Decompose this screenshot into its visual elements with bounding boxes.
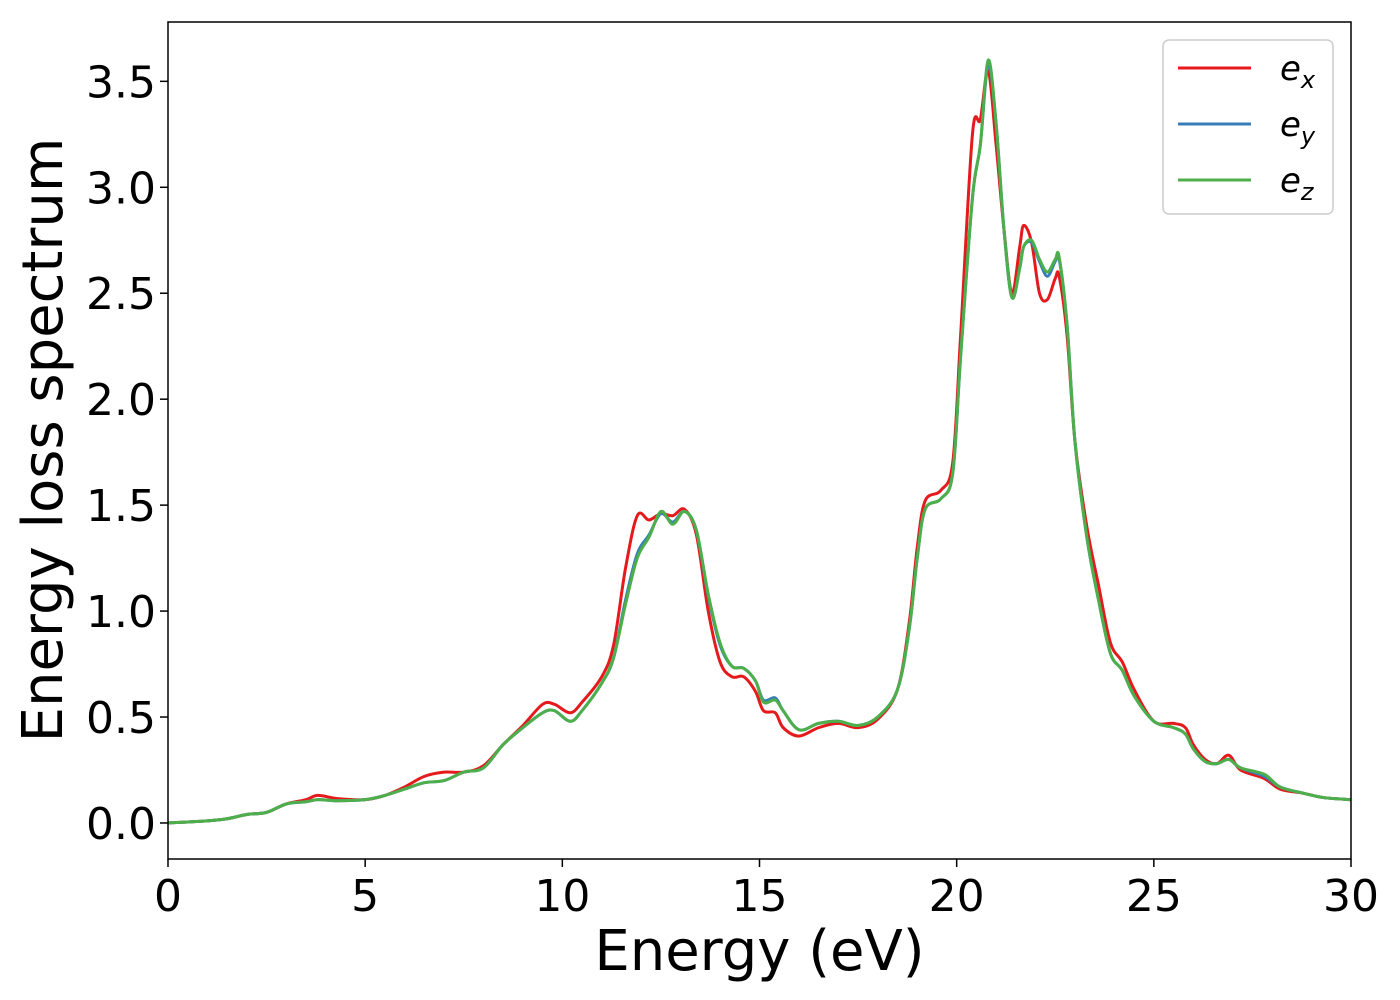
x-tick-label: 30 <box>1323 871 1379 922</box>
x-tick-label: 10 <box>534 871 590 922</box>
y-tick-label: 1.5 <box>86 481 156 532</box>
x-tick-label: 20 <box>929 871 985 922</box>
y-tick-label: 3.0 <box>86 163 156 214</box>
y-tick-label: 2.5 <box>86 269 156 320</box>
series-line-e-z <box>167 58 1352 825</box>
y-tick-label: 3.5 <box>86 57 156 108</box>
x-tick-label: 0 <box>154 871 182 922</box>
y-axis-ticks: 0.0 0.5 1.0 1.5 2.0 2.5 3.0 3.5 <box>86 57 168 850</box>
y-tick-label: 0.0 <box>86 799 156 850</box>
series-lines <box>167 58 1352 825</box>
y-axis-label: Energy loss spectrum <box>11 138 76 743</box>
x-axis-ticks: 0 5 10 15 20 25 30 <box>154 859 1379 922</box>
y-tick-label: 2.0 <box>86 375 156 426</box>
x-tick-label: 5 <box>351 871 379 922</box>
x-tick-label: 15 <box>732 871 788 922</box>
x-axis-label: Energy (eV) <box>594 919 924 984</box>
y-tick-label: 0.5 <box>86 693 156 744</box>
legend-box <box>1162 39 1334 215</box>
y-tick-label: 1.0 <box>86 587 156 638</box>
x-tick-label: 25 <box>1126 871 1182 922</box>
